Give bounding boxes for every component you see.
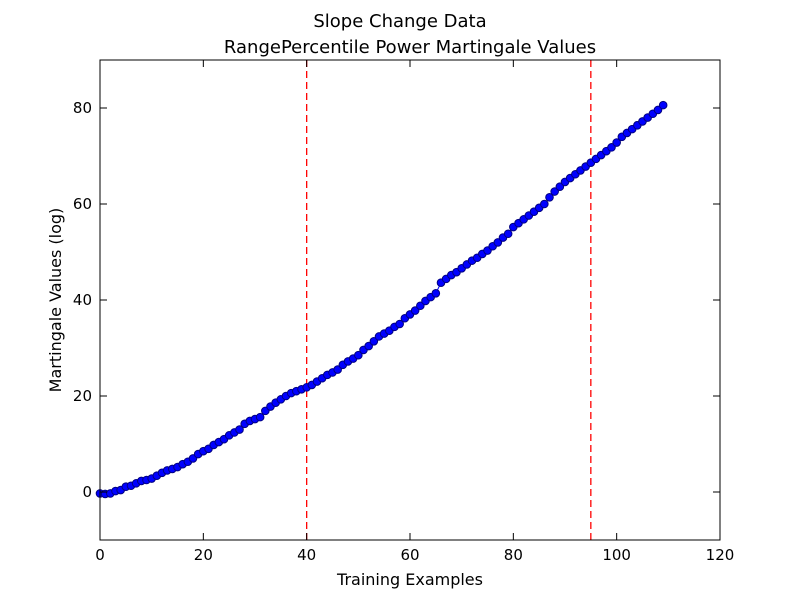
data-point: [395, 319, 404, 329]
x-tick-label: 20: [194, 546, 213, 564]
x-tick-label: 80: [504, 546, 523, 564]
x-tick-label: 120: [706, 546, 735, 564]
data-point: [410, 306, 420, 315]
plot-area: [95, 60, 668, 540]
data-point: [235, 425, 244, 434]
data-point: [555, 182, 565, 192]
data-point: [333, 365, 342, 374]
y-tick-label: 60: [73, 195, 92, 213]
data-point: [493, 238, 503, 247]
x-tick-label: 60: [400, 546, 419, 564]
data-point: [540, 199, 549, 209]
data-point: [364, 341, 373, 351]
data-point: [255, 412, 265, 422]
data-point: [545, 192, 554, 202]
data-point: [607, 143, 616, 152]
data-point: [416, 301, 425, 311]
y-tick-label: 80: [73, 99, 92, 117]
x-tick-label: 40: [297, 546, 316, 564]
y-tick-label: 40: [73, 291, 92, 309]
data-point: [431, 288, 441, 298]
data-point: [354, 350, 363, 360]
data-point: [503, 229, 513, 239]
data-point: [653, 105, 663, 115]
x-tick-label: 0: [95, 546, 105, 564]
x-axis-label: Training Examples: [336, 570, 483, 589]
data-point: [369, 336, 379, 346]
axis-layer: 0 20 40 60 80 100 120 0 20 40 60 80: [73, 60, 734, 564]
chart-title: Slope Change Data: [313, 11, 486, 32]
series-layer: [95, 100, 668, 499]
x-tick-label: 100: [602, 546, 631, 564]
changepoint-layer: [306, 60, 592, 540]
y-tick-label: 0: [82, 483, 92, 501]
data-point: [550, 187, 559, 196]
data-point: [612, 138, 621, 147]
plot-frame: [99, 59, 721, 541]
y-tick-label: 20: [73, 387, 92, 405]
data-point: [658, 100, 668, 110]
y-axis-label: Martingale Values (log): [46, 208, 65, 393]
chart-subtitle: RangePercentile Power Martingale Values: [224, 37, 596, 58]
